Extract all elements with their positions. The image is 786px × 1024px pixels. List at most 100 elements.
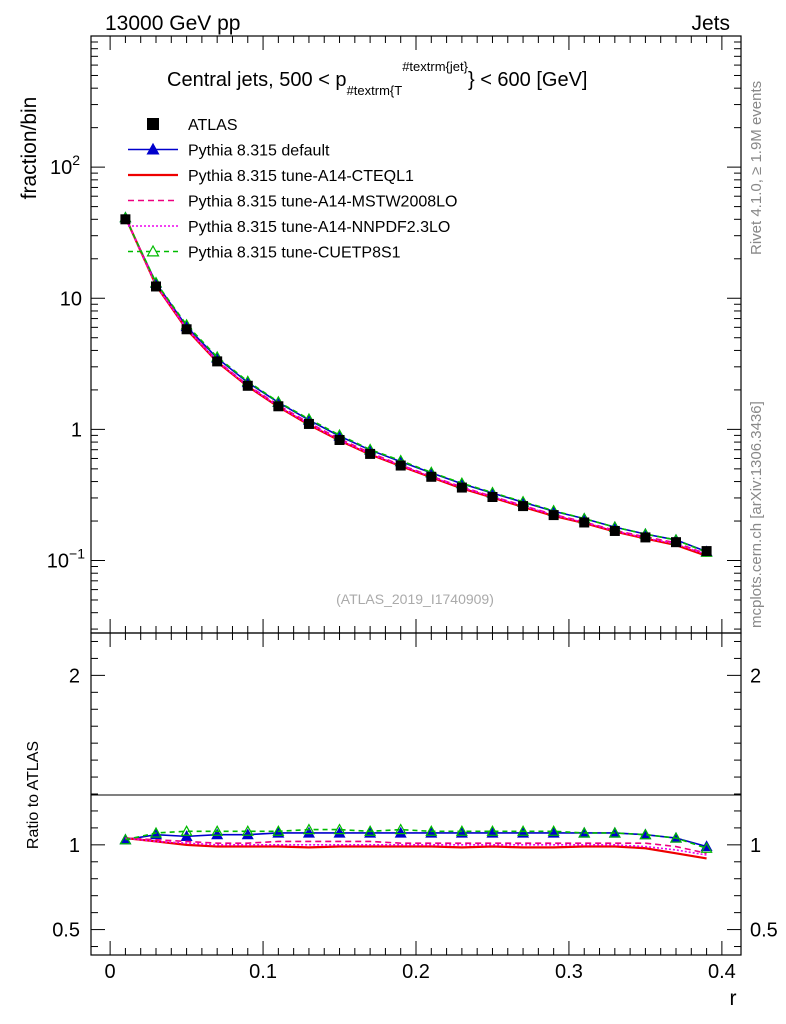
data-point bbox=[518, 501, 529, 512]
title-post: < 600 [GeV] bbox=[475, 69, 588, 91]
ratio-series-marker bbox=[333, 826, 346, 838]
ratio-tick-labels: 0.5 0.5 1 1 2 2 bbox=[52, 665, 778, 941]
legend-label: ATLAS bbox=[188, 117, 238, 134]
chart-title: Central jets, 500 < p#textrm{T #textrm{je… bbox=[167, 59, 588, 98]
ratio-series-marker bbox=[608, 826, 621, 838]
ratio-series-marker bbox=[547, 825, 560, 836]
ratio-series-marker bbox=[639, 828, 652, 840]
ratio-series-marker bbox=[211, 828, 224, 840]
legend-label: Pythia 8.315 tune-A14-NNPDF2.3LO bbox=[188, 219, 450, 236]
legend-marker bbox=[147, 118, 159, 130]
mcplots-label: mcplots.cern.ch [arXiv:1306.3436] bbox=[748, 401, 765, 628]
ratio-series-marker bbox=[394, 823, 407, 835]
ratio-series-marker bbox=[394, 826, 407, 838]
x-tick-label: 0.3 bbox=[555, 961, 583, 983]
data-point bbox=[701, 546, 712, 557]
series-line bbox=[124, 217, 707, 553]
ratio-series-marker bbox=[364, 825, 377, 836]
ratio-series-line bbox=[125, 828, 707, 849]
data-point bbox=[181, 324, 192, 335]
data-point bbox=[334, 434, 345, 445]
title-pre: Central jets, 500 < p bbox=[167, 69, 347, 91]
legend-marker bbox=[146, 244, 160, 257]
ratio-frame bbox=[90, 632, 742, 956]
data-point bbox=[487, 492, 498, 503]
ratio-series-line bbox=[125, 837, 707, 856]
y-tick-base: 10 bbox=[47, 551, 69, 573]
data-point bbox=[548, 510, 559, 521]
ratio-series-line bbox=[125, 836, 707, 860]
ratio-series-marker bbox=[700, 841, 713, 853]
series-line bbox=[124, 217, 707, 553]
ratio-series-marker bbox=[517, 825, 530, 836]
ratio-series-marker bbox=[669, 831, 683, 843]
ratio-series bbox=[119, 823, 713, 860]
x-tick-label: 0.1 bbox=[249, 961, 277, 983]
legend-label: Pythia 8.315 tune-A14-CTEQL1 bbox=[188, 168, 414, 185]
ratio-series-marker bbox=[241, 828, 254, 840]
watermark: (ATLAS_2019_I1740909) bbox=[336, 591, 494, 607]
x-tick-label: 0 bbox=[105, 961, 116, 983]
y-tick-label: 102 bbox=[50, 152, 80, 179]
ratio-y-tick-label-right: 1 bbox=[750, 835, 761, 857]
ratio-y-tick-label: 2 bbox=[69, 665, 80, 687]
legend-marker bbox=[146, 142, 160, 155]
data-point bbox=[640, 532, 651, 543]
data-point bbox=[242, 380, 253, 391]
ratio-y-tick-label-right: 2 bbox=[750, 665, 761, 687]
ratio-y-tick-label: 1 bbox=[69, 835, 80, 857]
ratio-series-marker bbox=[425, 825, 438, 836]
ratio-series-marker bbox=[149, 826, 163, 838]
series-line bbox=[124, 216, 707, 557]
x-axis-label: r bbox=[730, 987, 737, 1010]
y-axis-label: fraction/bin bbox=[18, 97, 41, 200]
legend-label: Pythia 8.315 tune-A14-MSTW2008LO bbox=[188, 194, 457, 211]
y-tick-label: 1 bbox=[71, 419, 82, 441]
data-point bbox=[151, 281, 161, 292]
y-tick-label: 10 bbox=[60, 288, 82, 310]
ratio-series-marker bbox=[272, 825, 285, 836]
data-point bbox=[120, 214, 131, 225]
ratio-series-marker bbox=[333, 823, 346, 835]
ratio-series-marker bbox=[180, 825, 193, 836]
main-ticks bbox=[91, 36, 741, 633]
x-tick-labels: 0 0.1 0.2 0.3 0.4 bbox=[105, 961, 736, 983]
ratio-y-tick-label: 0.5 bbox=[52, 920, 80, 942]
data-point bbox=[212, 356, 223, 367]
title-brace: } bbox=[468, 69, 475, 91]
ratio-y-tick-label-right: 0.5 bbox=[750, 920, 778, 942]
data-point bbox=[579, 517, 590, 528]
data-point bbox=[456, 482, 467, 493]
header-left: 13000 GeV pp bbox=[105, 12, 240, 35]
series-line bbox=[124, 216, 707, 555]
ratio-series-marker bbox=[302, 826, 315, 838]
series-line bbox=[124, 216, 707, 556]
data-point bbox=[365, 448, 376, 459]
x-tick-label: 0.4 bbox=[708, 961, 736, 983]
main-data-points bbox=[120, 214, 712, 557]
y-tick-exp: 2 bbox=[72, 152, 80, 168]
title-sub: #textrm{T bbox=[347, 83, 403, 98]
legend-label: Pythia 8.315 tune-CUETP8S1 bbox=[188, 245, 401, 262]
data-point bbox=[395, 460, 406, 471]
y-tick-exp: −1 bbox=[69, 546, 85, 562]
ratio-series-marker bbox=[455, 825, 468, 836]
y-tick-base: 10 bbox=[50, 157, 72, 179]
legend-label: Pythia 8.315 default bbox=[188, 143, 330, 160]
data-point bbox=[671, 537, 681, 548]
ratio-series-marker bbox=[578, 826, 591, 838]
data-point bbox=[609, 525, 620, 536]
ratio-series-marker bbox=[119, 833, 132, 845]
ratio-series-marker bbox=[211, 825, 224, 836]
x-tick-label: 0.2 bbox=[402, 961, 430, 983]
y-tick-label: 10−1 bbox=[47, 546, 85, 573]
ratio-series-marker bbox=[241, 825, 254, 836]
ratio-y-axis-label: Ratio to ATLAS bbox=[25, 741, 42, 849]
main-series bbox=[119, 211, 713, 557]
legend: ATLAS Pythia 8.315 default Pythia 8.315 tu… bbox=[128, 117, 457, 262]
rivet-label: Rivet 4.1.0, ≥ 1.9M events bbox=[748, 81, 765, 255]
ratio-ticks bbox=[91, 633, 741, 955]
ratio-series-line bbox=[125, 837, 707, 855]
